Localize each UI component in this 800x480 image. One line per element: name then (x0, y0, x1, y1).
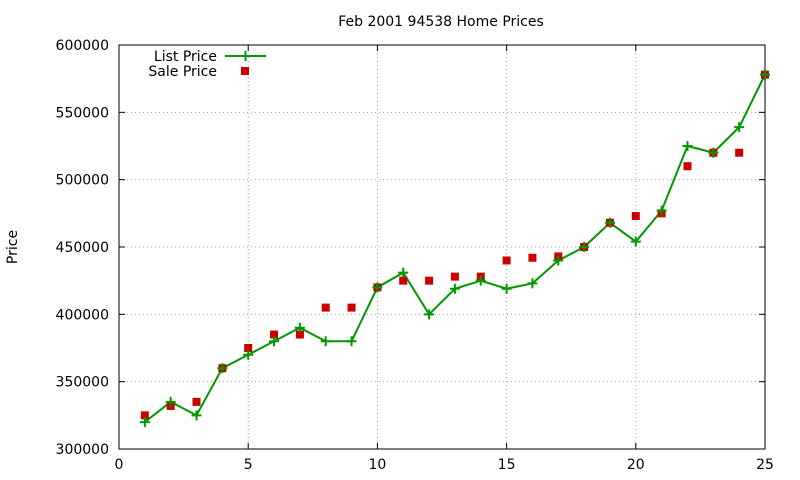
sale-price-marker (192, 397, 201, 406)
list-price-marker (527, 278, 538, 289)
legend: List Price Sale Price (148, 49, 266, 80)
list-price-marker (191, 410, 202, 421)
x-tick-label: 10 (368, 457, 386, 473)
x-tick-label: 0 (115, 457, 124, 473)
axis-ticks: 0 5 10 15 20 25 300000 350000 400000 450000 500000… (56, 38, 774, 473)
y-axis-label: Price (5, 230, 21, 264)
list-price-marker (449, 283, 460, 294)
legend-label-sale-price: Sale Price (148, 64, 217, 80)
x-tick-label: 5 (244, 457, 253, 473)
list-price-marker (682, 141, 693, 151)
y-tick-label: 450000 (56, 240, 109, 256)
list-price-line (144, 74, 766, 423)
y-tick-label: 300000 (56, 442, 109, 458)
sale-price-marker (528, 253, 537, 262)
sale-price-marker (347, 303, 356, 312)
sale-price-marker (425, 276, 434, 285)
sale-price-marker (399, 276, 408, 285)
list-price-marker (424, 309, 435, 320)
legend-marker-list-price (240, 51, 251, 61)
list-price-marker (734, 122, 745, 133)
list-price-marker (294, 322, 305, 333)
y-tick-label: 400000 (56, 307, 109, 323)
list-price-marker (372, 282, 383, 293)
sale-price-marker (631, 212, 640, 221)
list-price-marker (243, 349, 254, 360)
sale-price-marker (502, 256, 511, 265)
sale-price-marker (321, 303, 330, 312)
list-price-marker (217, 363, 228, 374)
list-price-marker (553, 255, 564, 266)
series-layer (139, 69, 770, 428)
y-tick-label: 600000 (56, 38, 109, 54)
sale-price-marker (295, 330, 304, 339)
legend-marker-sale-price (241, 67, 249, 75)
list-price-marker (760, 69, 770, 80)
x-tick-label: 20 (627, 457, 645, 473)
list-price-marker (604, 217, 615, 228)
sale-price-marker (450, 272, 459, 281)
list-price-marker (139, 417, 150, 428)
y-tick-label: 500000 (56, 173, 109, 189)
list-price-marker (320, 336, 331, 347)
y-tick-label: 550000 (56, 105, 109, 121)
list-price-marker (165, 396, 176, 407)
legend-label-list-price: List Price (154, 49, 217, 65)
grid (119, 45, 765, 449)
sale-price-marker (140, 411, 149, 420)
x-tick-label: 15 (498, 457, 516, 473)
list-price-marker (501, 283, 512, 294)
list-price-marker (630, 236, 641, 247)
list-price-marker (579, 242, 590, 252)
list-price-marker (656, 205, 667, 216)
sale-price-marker (270, 330, 279, 339)
list-price-marker (475, 275, 486, 286)
y-tick-label: 350000 (56, 375, 109, 391)
list-price-marker (269, 336, 280, 347)
list-price-marker (346, 336, 357, 347)
list-price-marker (398, 267, 409, 278)
sale-price-marker (735, 148, 744, 157)
list-price-marker (708, 147, 719, 158)
sale-price-marker (244, 344, 253, 352)
chart-title: Feb 2001 94538 Home Prices (338, 14, 544, 30)
x-tick-label: 25 (756, 457, 774, 473)
sale-price-marker (683, 162, 692, 171)
